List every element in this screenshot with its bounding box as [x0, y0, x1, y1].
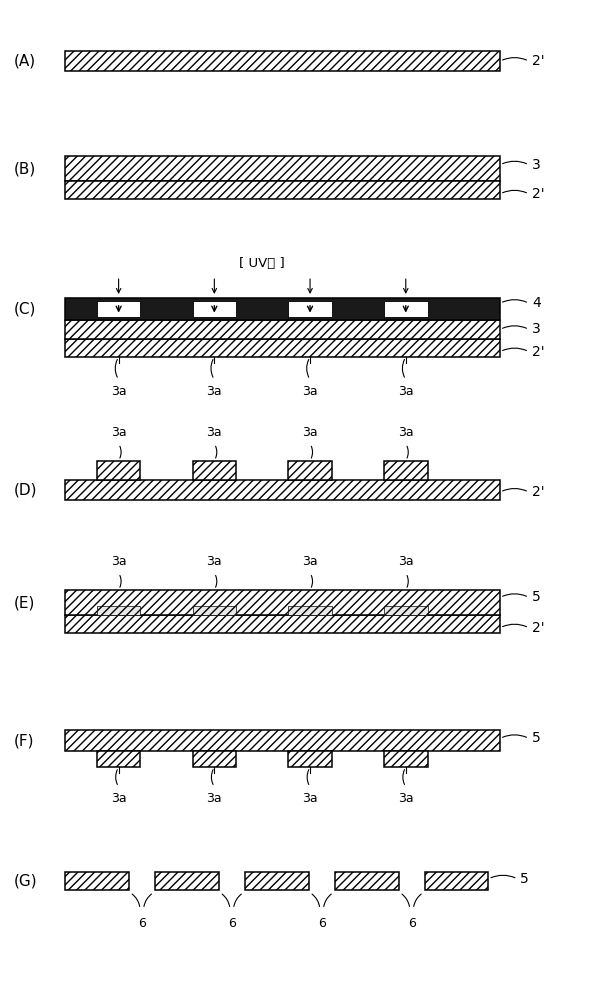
Bar: [65, 872, 129, 890]
Text: 3a: 3a: [111, 385, 127, 398]
Bar: [384, 751, 428, 767]
Text: (E): (E): [14, 595, 35, 610]
Bar: [65, 298, 500, 320]
Text: (B): (B): [14, 161, 36, 176]
Text: 3a: 3a: [111, 792, 127, 805]
Bar: [288, 301, 332, 317]
Bar: [288, 606, 332, 615]
Bar: [65, 156, 500, 181]
Text: 6: 6: [407, 917, 416, 930]
Bar: [65, 339, 500, 357]
Bar: [384, 606, 428, 615]
Text: (F): (F): [14, 733, 34, 748]
Text: 3a: 3a: [207, 555, 222, 568]
Text: 3a: 3a: [302, 555, 318, 568]
Text: 6: 6: [318, 917, 326, 930]
Bar: [97, 606, 140, 615]
Bar: [65, 480, 500, 500]
Bar: [65, 320, 500, 339]
Bar: [245, 872, 309, 890]
Text: 2': 2': [532, 621, 545, 635]
Text: 3a: 3a: [302, 426, 318, 439]
Bar: [384, 301, 428, 317]
Text: 3: 3: [532, 322, 541, 336]
Text: 4: 4: [532, 296, 541, 310]
Text: [ UV光 ]: [ UV光 ]: [239, 257, 285, 270]
Text: 2': 2': [532, 54, 545, 68]
Bar: [192, 301, 236, 317]
Text: (C): (C): [14, 301, 36, 316]
Text: (D): (D): [14, 483, 37, 498]
Bar: [288, 751, 332, 767]
Text: (A): (A): [14, 54, 36, 69]
Text: 3a: 3a: [207, 426, 222, 439]
Text: 6: 6: [138, 917, 146, 930]
Text: 5: 5: [532, 590, 541, 604]
Text: 3a: 3a: [398, 426, 413, 439]
Text: 3a: 3a: [207, 385, 222, 398]
Text: 3: 3: [532, 158, 541, 172]
Text: 2': 2': [532, 485, 545, 499]
Text: 2': 2': [532, 187, 545, 201]
Bar: [65, 590, 500, 615]
Text: 5: 5: [520, 872, 529, 886]
Text: 6: 6: [228, 917, 236, 930]
Text: 3a: 3a: [111, 426, 127, 439]
Bar: [334, 872, 399, 890]
Text: 3a: 3a: [207, 792, 222, 805]
Text: 3a: 3a: [398, 792, 413, 805]
Bar: [192, 751, 236, 767]
Bar: [65, 181, 500, 199]
Bar: [97, 301, 140, 317]
Text: 2': 2': [532, 345, 545, 359]
Text: 3a: 3a: [398, 555, 413, 568]
Text: (G): (G): [14, 873, 37, 888]
Bar: [155, 872, 219, 890]
Text: 3a: 3a: [111, 555, 127, 568]
Text: 3a: 3a: [398, 385, 413, 398]
Bar: [288, 461, 332, 480]
Text: 3a: 3a: [302, 792, 318, 805]
Bar: [384, 461, 428, 480]
Bar: [65, 615, 500, 633]
Bar: [97, 751, 140, 767]
Bar: [97, 461, 140, 480]
Text: 3a: 3a: [302, 385, 318, 398]
Bar: [192, 461, 236, 480]
Bar: [425, 872, 488, 890]
Bar: [192, 606, 236, 615]
Bar: [65, 51, 500, 71]
Text: 5: 5: [532, 731, 541, 745]
Bar: [65, 730, 500, 751]
